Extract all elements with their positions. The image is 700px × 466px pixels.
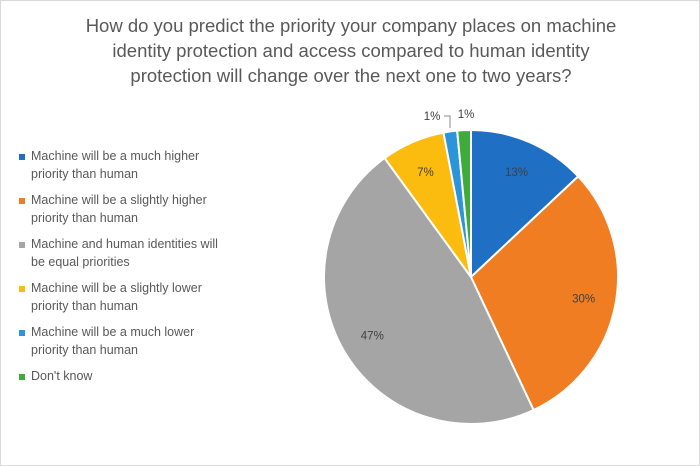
legend-label: Machine will be a much lower priority tha…: [31, 325, 195, 357]
legend-label: Machine and human identities will be equa…: [31, 237, 218, 269]
pie-slice: [456, 128, 472, 278]
leader-line: [444, 115, 451, 128]
legend-entry: Machine will be a slightly higher priorit…: [19, 192, 259, 227]
chart-title-line: How do you predict the priority your com…: [85, 15, 617, 36]
legend-swatch: [19, 330, 25, 336]
slice-label: 7%: [417, 167, 434, 179]
slice-label: 1%: [458, 109, 475, 121]
slice-label: 47%: [361, 330, 384, 342]
legend-swatch: [19, 286, 25, 292]
legend-label: Machine will be a much higher priority th…: [31, 149, 200, 181]
legend-swatch: [19, 154, 25, 160]
slice-label: 30%: [572, 293, 595, 305]
slice-label: 1%: [424, 111, 441, 123]
pie-slice: [469, 174, 619, 412]
pie-slice: [323, 156, 535, 425]
legend-entry: Machine and human identities will be equa…: [19, 236, 259, 271]
chart-title-line: identity protection and access compared …: [112, 40, 590, 61]
legend-entry: Don't know: [19, 368, 259, 386]
legend-entry: Machine will be a slightly lower priority…: [19, 280, 259, 315]
chart-title-line: protection will change over the next one…: [130, 65, 572, 86]
legend-swatch: [19, 242, 25, 248]
slice-label: 13%: [505, 167, 528, 179]
legend-label: Machine will be a slightly lower priority…: [31, 281, 202, 313]
legend-swatch: [19, 198, 25, 204]
chart-legend: Machine will be a much higher priority th…: [19, 148, 259, 395]
legend-entry: Machine will be a much higher priority th…: [19, 148, 259, 183]
pie-slice: [470, 128, 580, 280]
chart-title: How do you predict the priority your com…: [61, 13, 641, 88]
legend-label: Don't know: [31, 369, 93, 383]
legend-entry: Machine will be a much lower priority tha…: [19, 324, 259, 359]
legend-swatch: [19, 374, 25, 380]
legend-label: Machine will be a slightly higher priorit…: [31, 193, 207, 225]
